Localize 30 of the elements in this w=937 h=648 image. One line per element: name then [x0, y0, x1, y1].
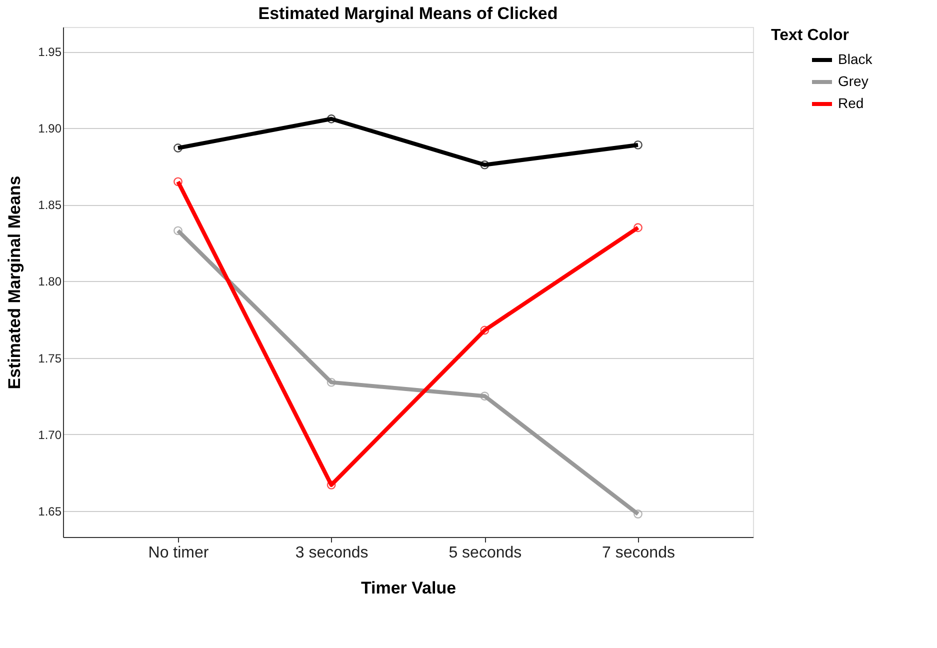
point — [480, 392, 490, 401]
point — [326, 378, 336, 387]
x-axis-title: Timer Value — [360, 578, 456, 598]
point — [634, 140, 642, 150]
point — [174, 144, 182, 152]
x-tick-label: No timer — [148, 544, 210, 562]
x-tick-label: 3 seconds — [295, 544, 368, 562]
point — [634, 223, 642, 232]
legend-label: Grey — [838, 73, 868, 89]
chart-title: Estimated Marginal Means of Clicked — [258, 4, 558, 23]
y-tick-label: 1.90 — [38, 122, 62, 136]
point — [480, 326, 490, 335]
point — [174, 177, 182, 186]
legend-title: Text Color — [771, 27, 849, 44]
point — [326, 114, 336, 124]
y-tick-label: 1.70 — [38, 428, 62, 442]
x-tick-label: 7 seconds — [602, 544, 675, 562]
point — [480, 160, 490, 170]
y-tick-label: 1.75 — [38, 351, 62, 366]
x-tick-label: 5 seconds — [448, 544, 522, 562]
point — [174, 226, 182, 236]
point — [326, 480, 336, 490]
legend-label: Black — [838, 51, 874, 67]
legend-label: Red — [838, 95, 864, 111]
y-tick-label: 1.80 — [38, 274, 62, 289]
y-tick-label: 1.65 — [38, 504, 62, 518]
point — [634, 510, 642, 518]
y-axis-title: Estimated Marginal Means — [5, 176, 24, 390]
y-tick-label: 1.95 — [38, 45, 62, 60]
y-tick-label: 1.85 — [38, 198, 62, 212]
